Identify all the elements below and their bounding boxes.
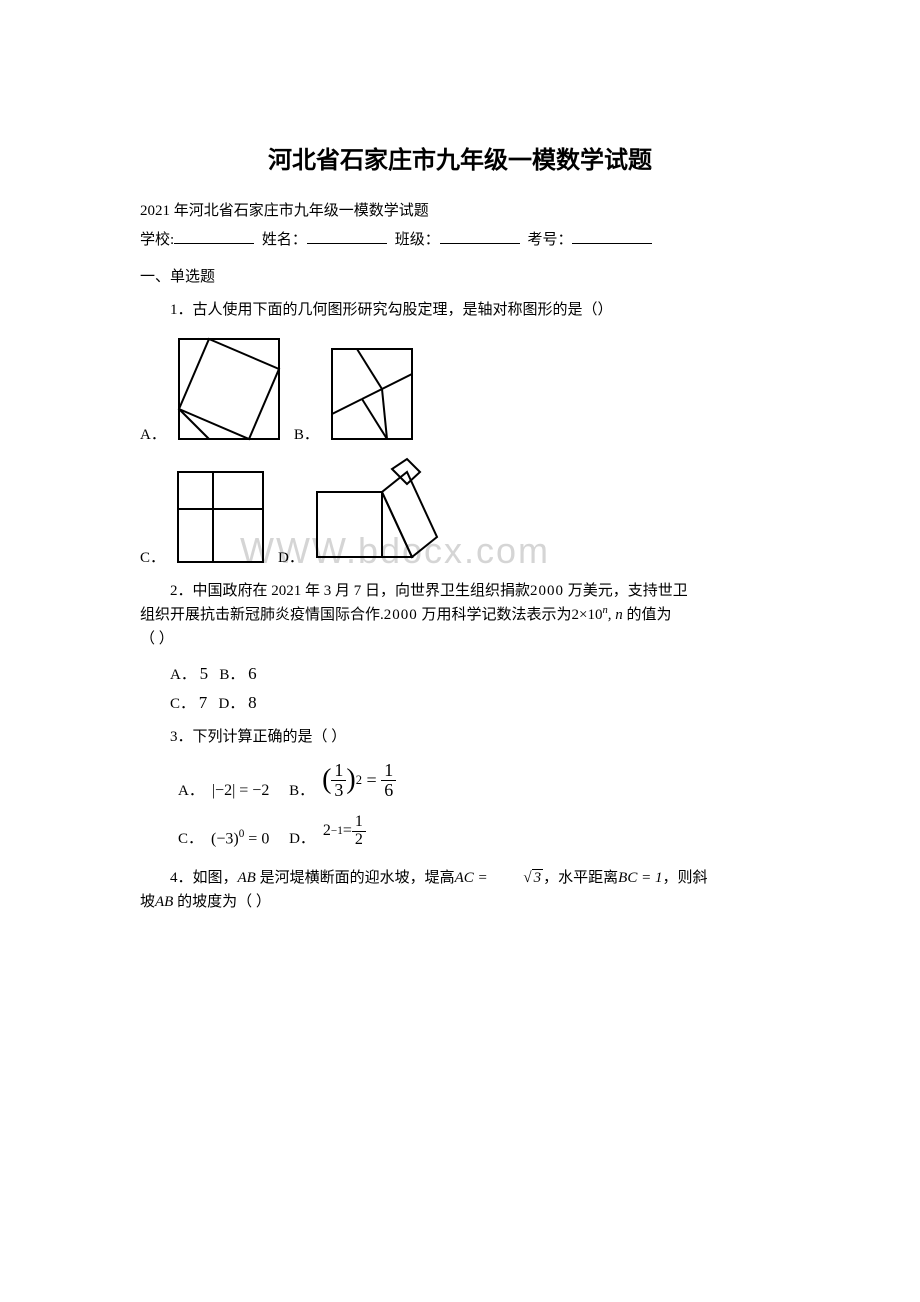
q1-opt-c-label: C． (140, 546, 165, 567)
q4-line2a: 坡 (140, 894, 155, 910)
q2-line2c: 的值为 (627, 607, 672, 623)
q2-a-label: A． (170, 667, 196, 683)
q2-opts-line1: A． 5 B． 6 (140, 663, 780, 684)
class-blank (440, 243, 520, 244)
q2-line3: （ ） (140, 631, 174, 647)
q2-line1a: 2．中国政府在 2021 年 3 月 7 日，向世界卫生组织捐款 (170, 583, 530, 599)
q4-bc-eq: BC = 1 (618, 870, 662, 886)
q3-d-expr: 2−1 = 12 (323, 814, 366, 849)
name-blank (307, 243, 387, 244)
q2-b-val: 6 (248, 664, 257, 683)
q1-opt-a-label: A． (140, 423, 166, 444)
q3-b-label: B． (289, 779, 314, 800)
doc-subtitle: 2021 年河北省石家庄市九年级一模数学试题 (140, 199, 780, 220)
doc-title: 河北省石家庄市九年级一模数学试题 (140, 140, 780, 175)
q4-line-a: 4．如图， (170, 870, 238, 886)
q3-c-label: C． (178, 827, 203, 848)
q3-text: 3．下列计算正确的是（ ） (140, 725, 780, 749)
q3-a-expr: |−2| = −2 (212, 782, 269, 800)
q4-line-d: ，则斜 (662, 870, 707, 886)
q4-ac-val: 3 (491, 866, 543, 890)
q4-line-b: 是河堤横断面的迎水坡，堤高 (256, 870, 455, 886)
school-blank (174, 243, 254, 244)
q2-sci-n: , n (608, 607, 623, 623)
q1-opt-c: C． (140, 467, 268, 567)
question-2: 2．中国政府在 2021 年 3 月 7 日，向世界卫生组织捐款2000 万美元… (140, 579, 780, 651)
q2-opts-line2: C． 7 D． 8 (140, 692, 780, 713)
q2-b-label: B． (219, 667, 244, 683)
q1-opt-b-label: B． (294, 423, 319, 444)
q2-d-val: 8 (248, 693, 257, 712)
class-label: 班级： (395, 232, 440, 248)
figure-b-icon (327, 344, 417, 444)
q1-text: 1．古人使用下面的几何图形研究勾股定理，是轴对称图形的是（） (140, 298, 780, 322)
number-blank (572, 243, 652, 244)
q2-sci: 2×10 (572, 607, 603, 623)
q2-d-label: D． (219, 696, 245, 712)
section-heading: 一、单选题 (140, 265, 780, 286)
q4-line-c: ，水平距离 (543, 870, 618, 886)
info-line: 学校: 姓名： 班级： 考号： (140, 228, 780, 249)
q3-b-expr: (13)2 = 16 (322, 761, 396, 800)
q2-line1b: 万美元，支持世卫 (568, 583, 688, 599)
q2-amount1: 2000 (530, 583, 564, 599)
number-label: 考号： (527, 232, 572, 248)
q3-opts-line2: C． (−3)0 = 0 D． 2−1 = 12 (140, 814, 780, 849)
q4-ac-eq: AC = (455, 870, 492, 886)
figure-d-icon (312, 452, 442, 567)
q2-line2a: 组织开展抗击新冠肺炎疫情国际合作. (140, 607, 384, 623)
q4-ab: AB (238, 870, 256, 886)
q4-line2b: 的坡度为（ ） (177, 894, 271, 910)
q1-options-row1: A． B． (140, 334, 780, 444)
question-4: 4．如图，AB 是河堤横断面的迎水坡，堤高AC = 3，水平距离BC = 1，则… (140, 866, 780, 914)
q3-d-label: D． (289, 827, 315, 848)
q2-amount2: 2000 (384, 607, 418, 623)
q4-ab2: AB (155, 894, 173, 910)
figure-c-icon (173, 467, 268, 567)
school-label: 学校: (140, 232, 174, 248)
q3-opts-line1: A． |−2| = −2 B． (13)2 = 16 (140, 761, 780, 800)
q1-options-row2: C． D． WWW.bdocx.com (140, 452, 780, 567)
question-1: 1．古人使用下面的几何图形研究勾股定理，是轴对称图形的是（） (140, 298, 780, 322)
q3-c-expr: (−3)0 = 0 (211, 828, 269, 848)
name-label: 姓名： (262, 232, 307, 248)
q1-opt-a: A． (140, 334, 284, 444)
q2-a-val: 5 (200, 664, 209, 683)
q3-a-label: A． (178, 779, 204, 800)
q1-opt-d-label: D． (278, 546, 304, 567)
q1-opt-b: B． (294, 344, 417, 444)
q2-c-label: C． (170, 696, 195, 712)
q1-opt-d: D． (278, 452, 442, 567)
q2-c-val: 7 (199, 693, 208, 712)
figure-a-icon (174, 334, 284, 444)
question-3: 3．下列计算正确的是（ ） (140, 725, 780, 749)
q2-line2b: 万用科学记数法表示为 (422, 607, 572, 623)
